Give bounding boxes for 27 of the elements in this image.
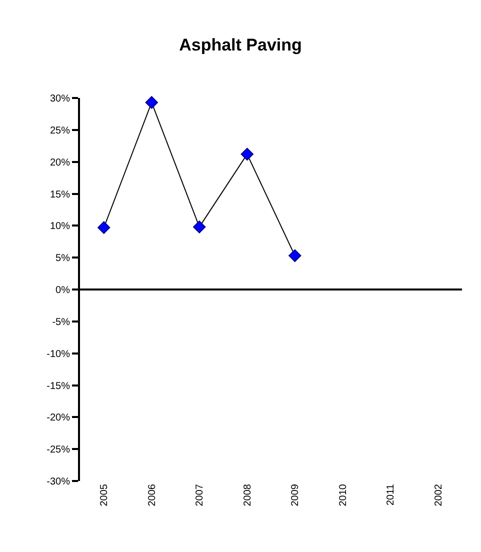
point [240, 148, 254, 161]
point [193, 220, 206, 234]
x-tick-label: 2005 [99, 484, 110, 506]
y-tick-label: -15% [46, 380, 70, 392]
y-tick-label: -25% [46, 444, 70, 456]
x-tick-label: 2009 [290, 484, 302, 506]
y-tick-label: 10% [50, 221, 70, 232]
y-tick-label: 0% [56, 285, 70, 296]
y-tick-label: 25% [50, 125, 70, 136]
point [98, 221, 110, 234]
x-tick-label: 2007 [194, 484, 206, 506]
x-tick-label: 2008 [242, 484, 254, 506]
y-tick-label: -20% [46, 412, 70, 424]
y-tick-label: -5% [52, 316, 70, 328]
y-tick-label: -30% [46, 476, 70, 488]
x-tick-label: 2006 [146, 484, 158, 506]
point [288, 249, 302, 262]
y-tick-label: 20% [50, 157, 70, 168]
x-tick-label: 2011 [386, 484, 397, 506]
x-tick-label: 2002 [433, 484, 444, 506]
x-tick-label: 2010 [338, 484, 349, 506]
chart-title: Asphalt Paving [179, 36, 302, 55]
point [145, 96, 158, 109]
y-tick-label: 15% [50, 189, 70, 200]
y-tick-label: 5% [56, 253, 70, 264]
y-tick-label: -10% [46, 348, 70, 360]
y-tick-label: 30% [50, 94, 70, 104]
